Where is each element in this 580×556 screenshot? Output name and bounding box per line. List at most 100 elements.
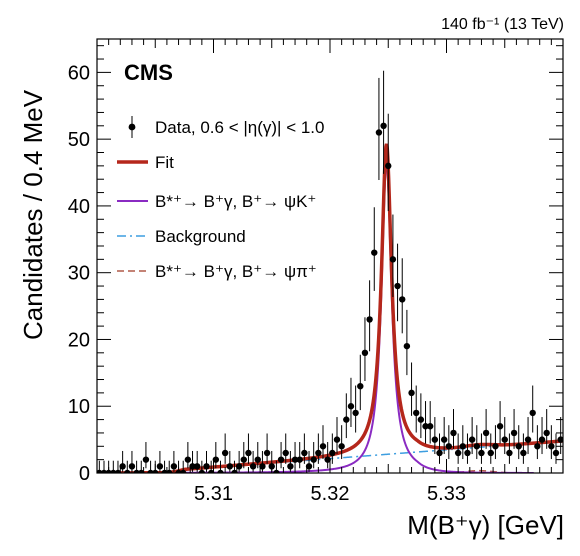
data-point	[338, 425, 345, 460]
data-point	[207, 460, 215, 473]
luminosity-label: 140 fb⁻¹ (13 TeV)	[441, 16, 564, 33]
data-point	[305, 450, 313, 472]
data-point	[254, 442, 261, 469]
data-point	[329, 433, 336, 464]
data-point	[259, 450, 266, 472]
data-point	[361, 317, 369, 381]
legend-label: Fit	[155, 153, 174, 172]
data-point	[333, 417, 341, 455]
data-point	[524, 417, 532, 455]
y-tick-label: 50	[68, 129, 90, 151]
data-point	[319, 425, 327, 460]
data-point	[543, 409, 550, 449]
data-point	[380, 70, 387, 174]
legend-entry: B*⁺→ B⁺γ, B⁺→ ψK⁺	[117, 192, 316, 211]
data-point	[515, 425, 522, 460]
x-tick-label: 5.32	[311, 483, 350, 505]
data-point	[501, 417, 508, 455]
data-point	[445, 425, 453, 460]
data-point	[193, 450, 201, 472]
data-point	[240, 442, 247, 469]
data-point	[408, 362, 415, 416]
y-axis-title: Candidates / 0.4 MeV	[18, 89, 48, 340]
data-point	[548, 425, 555, 460]
data-point	[156, 450, 164, 472]
y-tick-label: 30	[68, 263, 90, 285]
data-point	[249, 450, 257, 472]
legend-label: Background	[155, 227, 246, 246]
x-tick-label: 5.31	[194, 483, 233, 505]
data-point	[184, 442, 192, 469]
data-point	[534, 425, 541, 460]
data-point	[138, 460, 145, 473]
data-point	[510, 409, 518, 449]
data-point	[217, 460, 224, 473]
data-point	[468, 417, 476, 455]
data-point	[357, 354, 364, 411]
data-point	[287, 450, 294, 472]
data-point	[403, 309, 411, 376]
data-point	[366, 280, 373, 352]
data-point	[492, 425, 499, 460]
data-point	[142, 442, 150, 469]
legend-entry: Fit	[117, 153, 174, 172]
data-point	[413, 385, 420, 433]
data-point	[170, 450, 178, 472]
experiment-label: CMS	[124, 60, 173, 85]
data-point	[417, 393, 425, 439]
x-axis-title: M(B⁺γ) [GeV]	[407, 510, 564, 540]
data-point	[450, 409, 457, 449]
data-point	[538, 417, 546, 455]
data-point	[506, 433, 513, 464]
data-point	[245, 433, 252, 464]
data-point	[482, 409, 490, 449]
y-tick-label: 40	[68, 196, 90, 218]
data-point	[389, 214, 397, 297]
data-point	[371, 207, 378, 291]
data-point	[399, 258, 406, 334]
data-point	[235, 450, 243, 472]
data-point	[226, 450, 234, 472]
legend-label: B*⁺→ B⁺γ, B⁺→ ψπ⁺	[155, 262, 317, 281]
legend-entry: B*⁺→ B⁺γ, B⁺→ ψπ⁺	[117, 262, 317, 281]
y-tick-label: 0	[79, 463, 90, 485]
data-point	[347, 377, 355, 427]
data-point	[166, 460, 173, 473]
data-point	[394, 243, 401, 322]
data-point	[296, 442, 303, 469]
data-point	[352, 385, 359, 433]
data-point	[520, 433, 527, 464]
data-point	[119, 450, 126, 472]
data-point	[277, 442, 285, 469]
data-point	[459, 425, 467, 460]
data-point	[189, 450, 196, 472]
data-point	[375, 77, 383, 181]
data-point	[282, 433, 289, 464]
data-point	[221, 433, 229, 464]
data-point	[385, 113, 392, 212]
data-point	[273, 460, 280, 473]
data-point	[464, 433, 471, 464]
data-point	[454, 433, 462, 464]
data-point	[436, 433, 443, 464]
y-tick-label: 20	[68, 329, 90, 351]
data-point	[440, 417, 448, 455]
data-point	[473, 425, 480, 460]
data-point	[478, 433, 485, 464]
data-point	[552, 433, 560, 464]
y-tick-label: 60	[68, 62, 90, 84]
legend-entry: Data, 0.6 < |η(γ)| < 1.0	[128, 116, 324, 138]
legend-label: B*⁺→ B⁺γ, B⁺→ ψK⁺	[155, 192, 316, 211]
data-point	[315, 433, 322, 464]
data-point	[203, 450, 210, 472]
data-point	[487, 433, 494, 464]
data-point	[212, 442, 220, 469]
data-point	[310, 442, 317, 469]
legend-entry: Background	[117, 227, 246, 246]
y-tick-label: 10	[68, 396, 90, 418]
data-point	[114, 460, 122, 473]
data-point	[496, 401, 504, 444]
data-point	[324, 442, 331, 469]
data-point	[263, 433, 271, 464]
